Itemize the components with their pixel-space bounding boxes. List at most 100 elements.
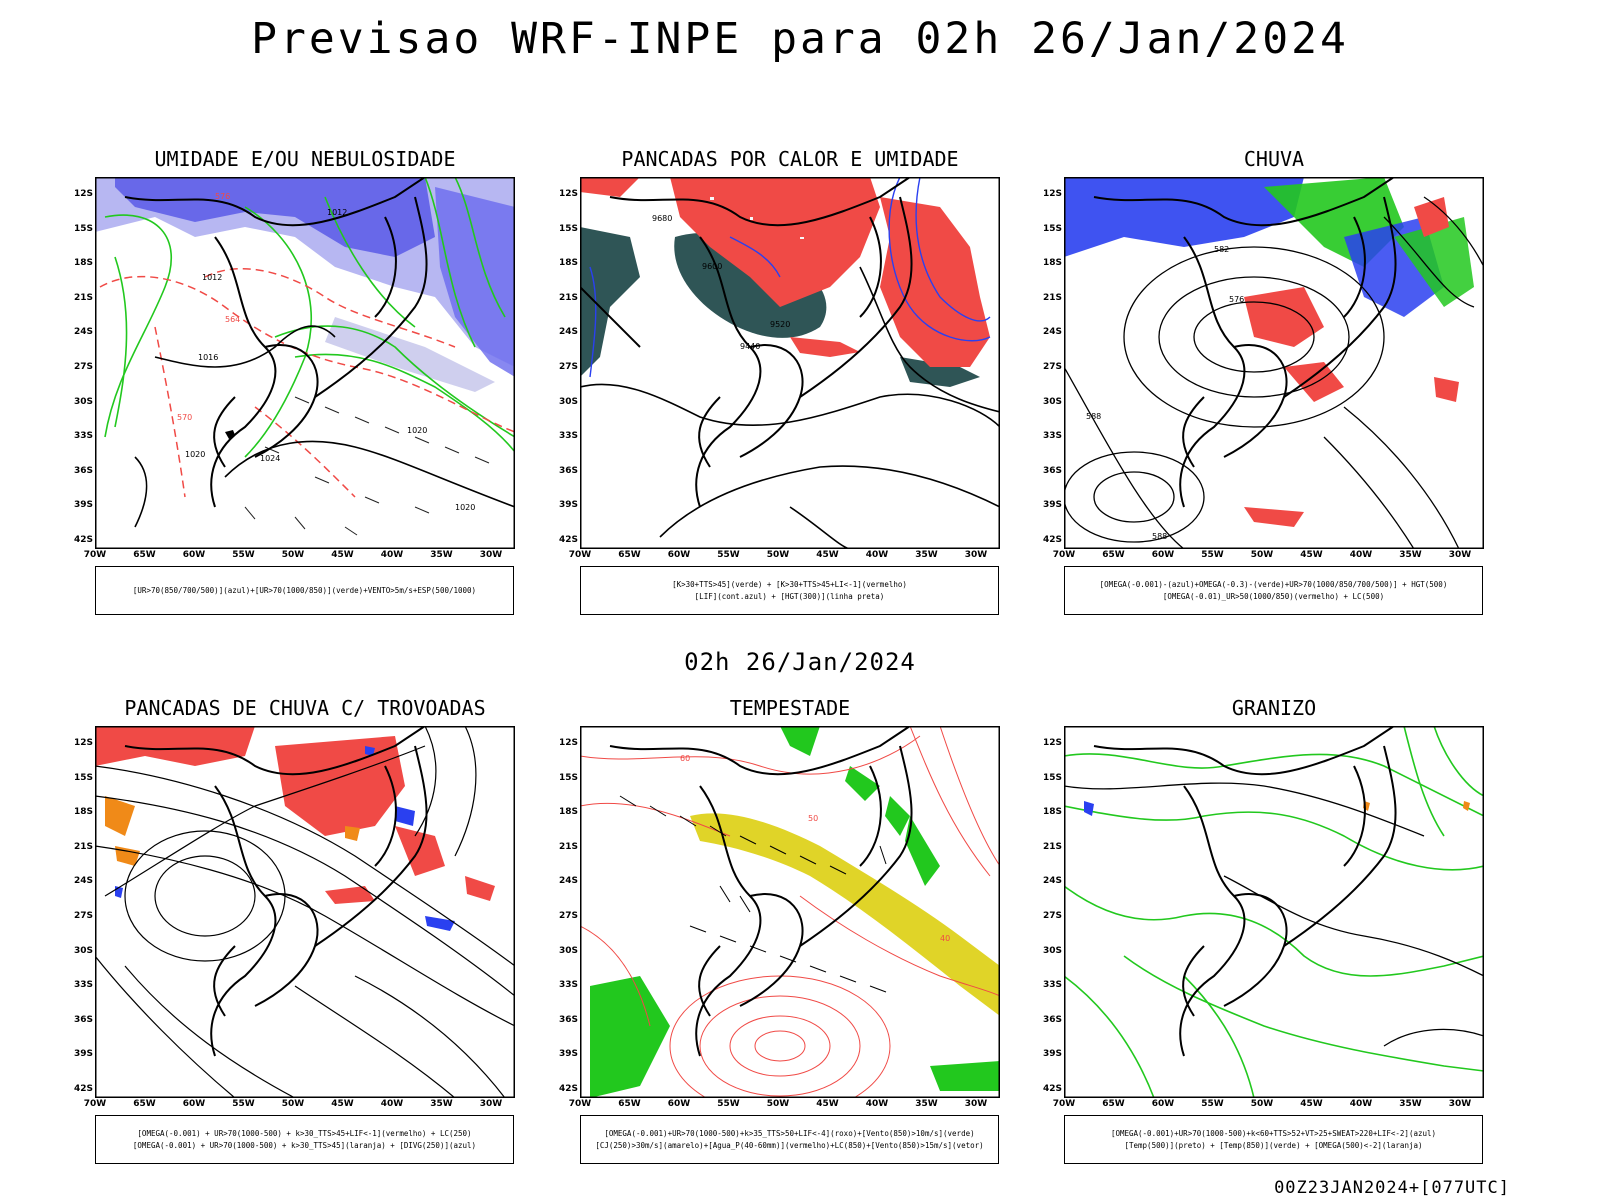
lon-tick-label: 70W <box>568 1099 592 1109</box>
rain-red-patches <box>1244 197 1459 527</box>
label-1012-a: 1012 <box>327 208 347 217</box>
lon-tick-label: 60W <box>1151 550 1175 560</box>
lon-tick-label: 55W <box>717 550 740 560</box>
lat-tick-label: 21S <box>73 292 93 303</box>
country-borders <box>124 726 428 1057</box>
lat-tick-label: 30S <box>558 396 578 407</box>
lat-tick-label: 39S <box>1042 500 1062 511</box>
jet-stream-yellow <box>690 813 1000 1016</box>
lat-tick-label: 12S <box>1042 738 1062 748</box>
lat-tick-label: 24S <box>1042 876 1062 887</box>
lon-tick-label: 50W <box>766 550 790 560</box>
lon-tick-label: 35W <box>430 550 453 560</box>
lon-tick-label: 45W <box>816 550 839 560</box>
white-specks <box>710 197 804 239</box>
lon-tick-label: 70W <box>1052 1099 1076 1109</box>
label-576: 576 <box>215 192 230 201</box>
humidity-east-band <box>435 187 515 377</box>
streamlines <box>95 726 515 1098</box>
legend-line-1: [OMEGA(-0.001)-(azul)+OMEGA(-0.3)-(verde… <box>1099 579 1448 589</box>
map-trovoadas <box>95 726 515 1098</box>
label-9520: 9520 <box>770 320 790 329</box>
lon-tick-label: 35W <box>1399 1099 1422 1109</box>
lat-tick-label: 42S <box>73 535 93 545</box>
lon-tick-label: 60W <box>182 550 206 560</box>
lon-tick-label: 50W <box>1250 1099 1274 1109</box>
lat-tick-label: 42S <box>1042 1084 1062 1094</box>
lat-tick-label: 39S <box>558 500 578 511</box>
label-9680: 9680 <box>652 214 672 223</box>
lon-tick-label: 70W <box>83 550 107 560</box>
lon-tick-label: 40W <box>380 1099 404 1109</box>
lat-tick-label: 24S <box>1042 327 1062 338</box>
lon-tick-label: 30W <box>1448 550 1472 560</box>
lat-tick-label: 12S <box>73 738 93 748</box>
lat-tick-label: 33S <box>558 980 578 991</box>
lat-tick-label: 21S <box>1042 841 1062 852</box>
lon-tick-label: 60W <box>182 1099 206 1109</box>
lat-tick-label: 30S <box>1042 945 1062 956</box>
map-chuva: 582 576 588 588 <box>1064 177 1484 549</box>
lat-tick-label: 27S <box>73 362 93 372</box>
lat-tick-label: 24S <box>558 327 578 338</box>
legend-trovoadas: [OMEGA(-0.001) + UR>70(1000-500) + k>30_… <box>95 1115 514 1164</box>
legend-line-1: [OMEGA(-0.001)+UR>70(1000-500)+k>35_TTS>… <box>604 1128 975 1138</box>
lat-tick-label: 15S <box>1042 223 1062 234</box>
label-570: 570 <box>177 413 192 422</box>
lat-tick-label: 30S <box>558 945 578 956</box>
map-frame <box>1064 726 1484 1098</box>
lat-tick-label: 42S <box>1042 535 1062 545</box>
lon-tick-label: 55W <box>232 1099 255 1109</box>
lon-tick-label: 45W <box>331 550 354 560</box>
map-frame <box>95 177 515 549</box>
legend-line-1: [K>30+TTS>45](verde) + [K>30+TTS>45+LI<-… <box>672 579 907 589</box>
temp500-contours <box>1064 782 1484 1047</box>
humidity-gray-band <box>325 317 495 392</box>
lat-tick-label: 36S <box>73 1014 93 1025</box>
legend-line-1: [OMEGA(-0.001)+UR>70(1000-500)+k<60+TTS>… <box>1110 1128 1437 1138</box>
precipitable-water-contours <box>580 726 1000 1098</box>
label-50: 50 <box>808 814 818 823</box>
label-576: 576 <box>1229 295 1244 304</box>
label-582: 582 <box>1214 245 1229 254</box>
lon-tick-label: 40W <box>1349 550 1373 560</box>
wind-850-vectors <box>619 795 887 993</box>
lat-tick-label: 39S <box>1042 1049 1062 1060</box>
lat-tick-label: 21S <box>558 841 578 852</box>
green-instability-east <box>900 357 980 387</box>
lat-tick-label: 42S <box>73 1084 93 1094</box>
lon-tick-label: 35W <box>1399 550 1422 560</box>
label-588-b: 588 <box>1152 532 1167 541</box>
lon-tick-label: 70W <box>568 550 592 560</box>
lon-tick-label: 55W <box>1201 550 1224 560</box>
run-identifier: 00Z23JAN2024+[077UTC] <box>1274 1178 1510 1198</box>
lat-tick-label: 33S <box>558 431 578 442</box>
isobars <box>134 325 515 528</box>
lon-tick-label: 65W <box>1102 1099 1125 1109</box>
map-frame <box>95 726 515 1098</box>
lon-tick-label: 50W <box>281 550 305 560</box>
legend-chuva: [OMEGA(-0.001)-(azul)+OMEGA(-0.3)-(verde… <box>1064 566 1483 615</box>
lat-tick-label: 36S <box>558 465 578 476</box>
label-40: 40 <box>940 934 950 943</box>
lon-tick-label: 70W <box>83 1099 107 1109</box>
lat-tick-label: 36S <box>1042 465 1062 476</box>
wind-850-green <box>590 726 1000 1098</box>
map-tempestade: 40 50 60 <box>580 726 1000 1098</box>
panel-title-tempestade: TEMPESTADE <box>729 696 851 720</box>
lon-tick-label: 45W <box>816 1099 839 1109</box>
lat-tick-label: 18S <box>1042 807 1062 818</box>
lat-tick-label: 24S <box>558 876 578 887</box>
humidity-high-area <box>115 177 435 257</box>
panel-title-chuva: CHUVA <box>1243 147 1305 171</box>
thickness-contours <box>99 268 515 498</box>
lake-mark <box>225 430 235 439</box>
lon-tick-label: 70W <box>1052 550 1076 560</box>
country-borders <box>124 177 428 508</box>
legend-umidade: [UR>70(850/700/500)](azul)+[UR>70(1000/8… <box>95 566 514 615</box>
lon-tick-label: 55W <box>717 1099 740 1109</box>
lat-tick-label: 15S <box>1042 772 1062 783</box>
lon-tick-label: 30W <box>479 550 503 560</box>
wind-vectors <box>244 396 490 536</box>
lon-tick-label: 35W <box>915 1099 938 1109</box>
